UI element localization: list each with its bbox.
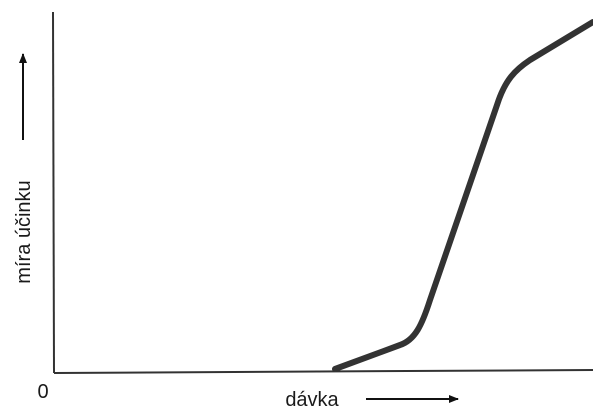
dose-response-curve xyxy=(332,19,593,372)
y-axis-label: míra účinku xyxy=(13,180,35,283)
origin-label: 0 xyxy=(37,381,48,403)
x-axis-label: dávka xyxy=(285,389,339,407)
y-axis xyxy=(52,11,55,374)
x-axis xyxy=(53,369,593,374)
